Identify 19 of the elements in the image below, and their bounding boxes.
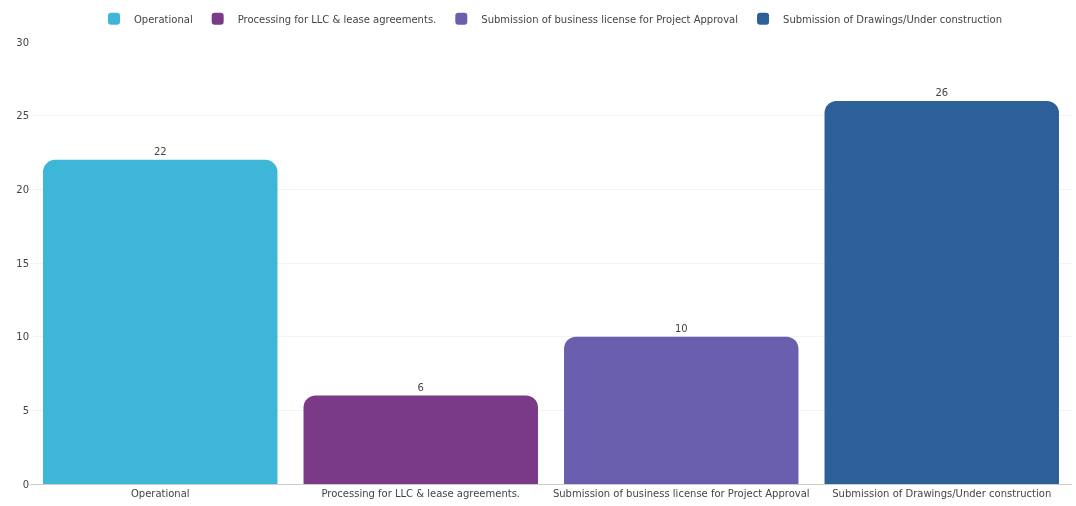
y-tick-label: 5 (22, 404, 29, 416)
legend-label: Operational (134, 13, 193, 25)
y-tick-label: 10 (16, 331, 29, 343)
data-label: 10 (674, 322, 688, 334)
legend-label: Submission of Drawings/Under construction (783, 13, 1003, 25)
y-tick-label: 15 (16, 257, 29, 269)
legend-label: Processing for LLC & lease agreements. (237, 13, 437, 25)
data-label: 22 (153, 145, 167, 157)
x-tick-label: Submission of business license for Project Approval (552, 488, 810, 499)
x-tick-label: Operational (130, 488, 190, 499)
legend-label: Submission of business license for Project Approval (481, 13, 739, 25)
data-label: 6 (417, 381, 424, 393)
y-tick-label: 30 (16, 36, 29, 48)
y-tick-label: 25 (16, 110, 29, 122)
y-tick-label: 20 (16, 183, 29, 195)
x-tick-label: Processing for LLC & lease agreements. (321, 488, 521, 499)
y-tick-label: 0 (22, 478, 29, 490)
x-tick-label: Submission of Drawings/Under construction (832, 488, 1052, 499)
data-label: 26 (935, 86, 949, 98)
